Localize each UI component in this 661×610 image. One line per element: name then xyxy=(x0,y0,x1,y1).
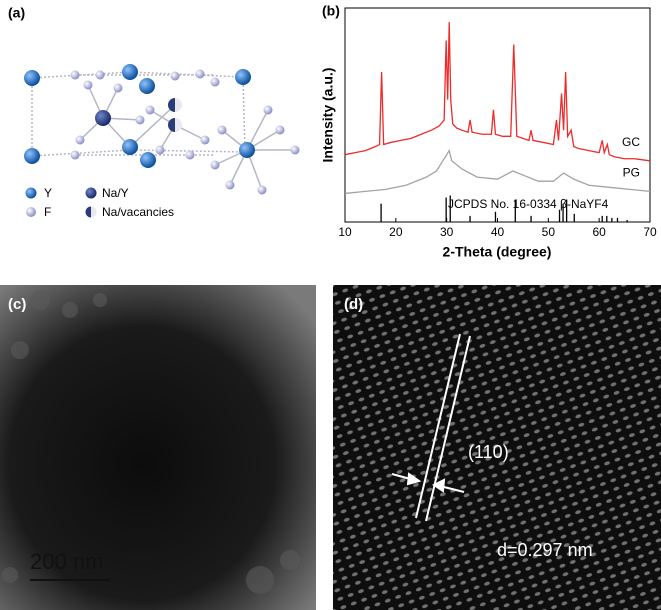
legend-markers xyxy=(25,187,97,218)
series-label: PG xyxy=(623,166,640,180)
scale-bar-label: 200 nm xyxy=(30,549,103,574)
annotation: JCPDS No. 16-0334 β-NaYF4 xyxy=(448,197,609,211)
xrd-line xyxy=(344,22,651,162)
x-tick-label: 50 xyxy=(542,225,556,239)
atoms xyxy=(24,64,300,195)
legend-label: F xyxy=(44,205,51,219)
series-label: GC xyxy=(622,135,640,149)
y-axis-title: Intensity (a.u.) xyxy=(320,68,336,163)
spacing-label: d=0.297 nm xyxy=(497,540,593,560)
legend-label: Na/vacancies xyxy=(102,205,174,219)
arrows xyxy=(391,472,465,493)
crystal-structure xyxy=(31,71,295,191)
x-tick-label: 40 xyxy=(491,225,505,239)
x-tick-label: 60 xyxy=(592,225,606,239)
x-tick-label: 70 xyxy=(643,225,657,239)
legend-label: Y xyxy=(44,186,52,200)
panel-label: (d) xyxy=(344,296,363,313)
x-tick-label: 10 xyxy=(338,225,352,239)
hrtem-image xyxy=(333,285,661,610)
panel-label: (b) xyxy=(322,3,340,19)
x-tick-label: 20 xyxy=(389,225,403,239)
plot-frame xyxy=(344,7,651,223)
tem-image xyxy=(0,285,316,610)
panel-label: (c) xyxy=(8,296,26,313)
panel-label: (a) xyxy=(8,5,25,21)
xrd-line xyxy=(344,148,651,195)
x-axis-title: 2-Theta (degree) xyxy=(443,244,552,260)
particles xyxy=(2,290,300,594)
legend-label: Na/Y xyxy=(102,186,129,200)
plane-label: (110) xyxy=(468,442,509,462)
fringe-lines xyxy=(415,333,471,522)
x-tick-label: 30 xyxy=(440,225,454,239)
